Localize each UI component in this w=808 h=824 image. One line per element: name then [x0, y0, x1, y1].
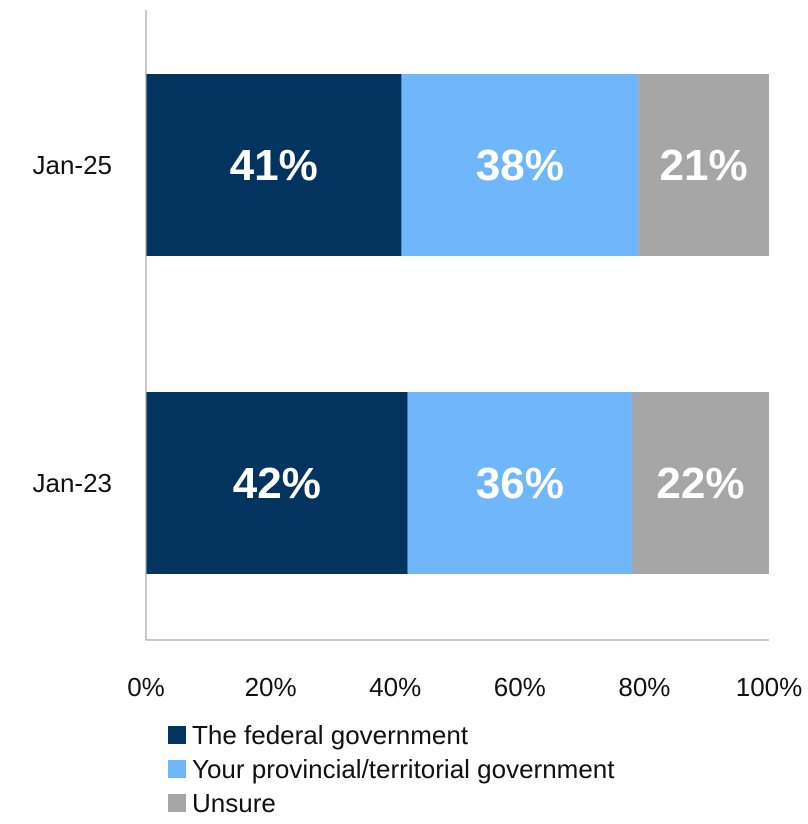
x-tick-label: 60%: [494, 672, 546, 702]
chart-legend: The federal government Your provincial/t…: [168, 718, 788, 820]
bar-segment: [146, 74, 402, 256]
legend-swatch-provincial: [168, 760, 186, 778]
legend-label-unsure: Unsure: [192, 787, 276, 818]
legend-swatch-unsure: [168, 794, 186, 812]
legend-item-federal: The federal government: [168, 718, 788, 752]
data-label: 38%: [476, 141, 564, 190]
bar-segment: [638, 74, 769, 256]
x-tick-label: 0%: [127, 672, 165, 702]
x-tick-label: 80%: [618, 672, 670, 702]
data-label: 22%: [656, 459, 744, 508]
legend-label-provincial: Your provincial/territorial government: [192, 753, 615, 784]
data-label: 42%: [233, 459, 321, 508]
x-tick-label: 20%: [245, 672, 297, 702]
x-tick-label: 40%: [369, 672, 421, 702]
bar-segment: [631, 392, 769, 574]
legend-item-unsure: Unsure: [168, 786, 788, 820]
bar-segment: [407, 392, 632, 574]
data-label: 21%: [660, 141, 748, 190]
x-tick-label: 100%: [736, 672, 803, 702]
data-label: 36%: [476, 459, 564, 508]
bar-segment: [146, 392, 408, 574]
legend-item-provincial: Your provincial/territorial government: [168, 752, 788, 786]
legend-label-federal: The federal government: [192, 719, 469, 750]
category-label: Jan-23: [33, 468, 113, 498]
bar-segment: [401, 74, 639, 256]
data-label: 41%: [230, 141, 318, 190]
legend-swatch-federal: [168, 726, 186, 744]
category-label: Jan-25: [33, 150, 113, 180]
